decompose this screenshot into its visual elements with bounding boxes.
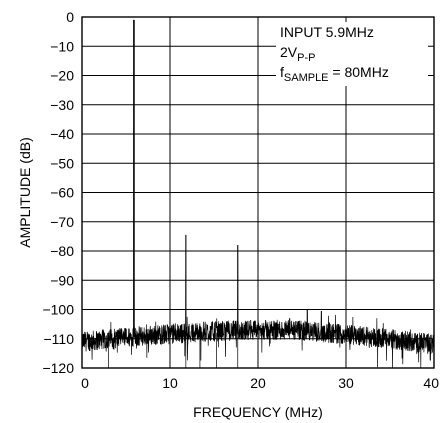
x-tick-label: 30: [338, 375, 354, 391]
y-tick-label: −40: [50, 126, 74, 142]
y-axis-title: AMPLITUDE (dB): [17, 137, 33, 247]
y-tick-label: −10: [50, 38, 74, 54]
x-tick-label: 40: [423, 375, 439, 391]
annotation-box: INPUT 5.9MHz 2VP-P fSAMPLE = 80MHz: [280, 24, 389, 84]
y-tick-label: −50: [50, 155, 74, 171]
annotation-input-freq: INPUT 5.9MHz: [280, 24, 374, 40]
y-tick-label: −100: [42, 302, 74, 318]
x-tick-label: 0: [81, 375, 89, 391]
y-tick-label: −30: [50, 97, 74, 113]
annotation-input-amplitude: 2VP-P: [280, 44, 315, 64]
y-tick-label: −60: [50, 185, 74, 201]
y-tick-label: −80: [50, 243, 74, 259]
y-tick-label: −110: [44, 331, 75, 347]
y-tick-label: 0: [66, 9, 74, 25]
y-tick-label: −70: [50, 214, 74, 230]
y-tick-label: −20: [50, 68, 74, 84]
spectrum-trace: [81, 19, 435, 369]
plot-frame: [81, 16, 435, 369]
annotation-background: [276, 22, 428, 86]
x-tick-label: 20: [250, 375, 266, 391]
spectrum-line: [81, 19, 435, 369]
annotation-sample-rate: fSAMPLE = 80MHz: [280, 64, 389, 84]
x-tick-label: 10: [162, 375, 178, 391]
x-axis-title: FREQUENCY (MHz): [193, 404, 323, 420]
y-axis-tick-labels: 0 −10 −20 −30 −40 −50 −60 −70 −80 −90 −100 −110 −120: [42, 9, 74, 376]
x-axis-tick-labels: 0 10 20 30 40: [81, 375, 439, 391]
y-tick-label: −90: [50, 272, 74, 288]
y-tick-label: −120: [42, 360, 74, 376]
